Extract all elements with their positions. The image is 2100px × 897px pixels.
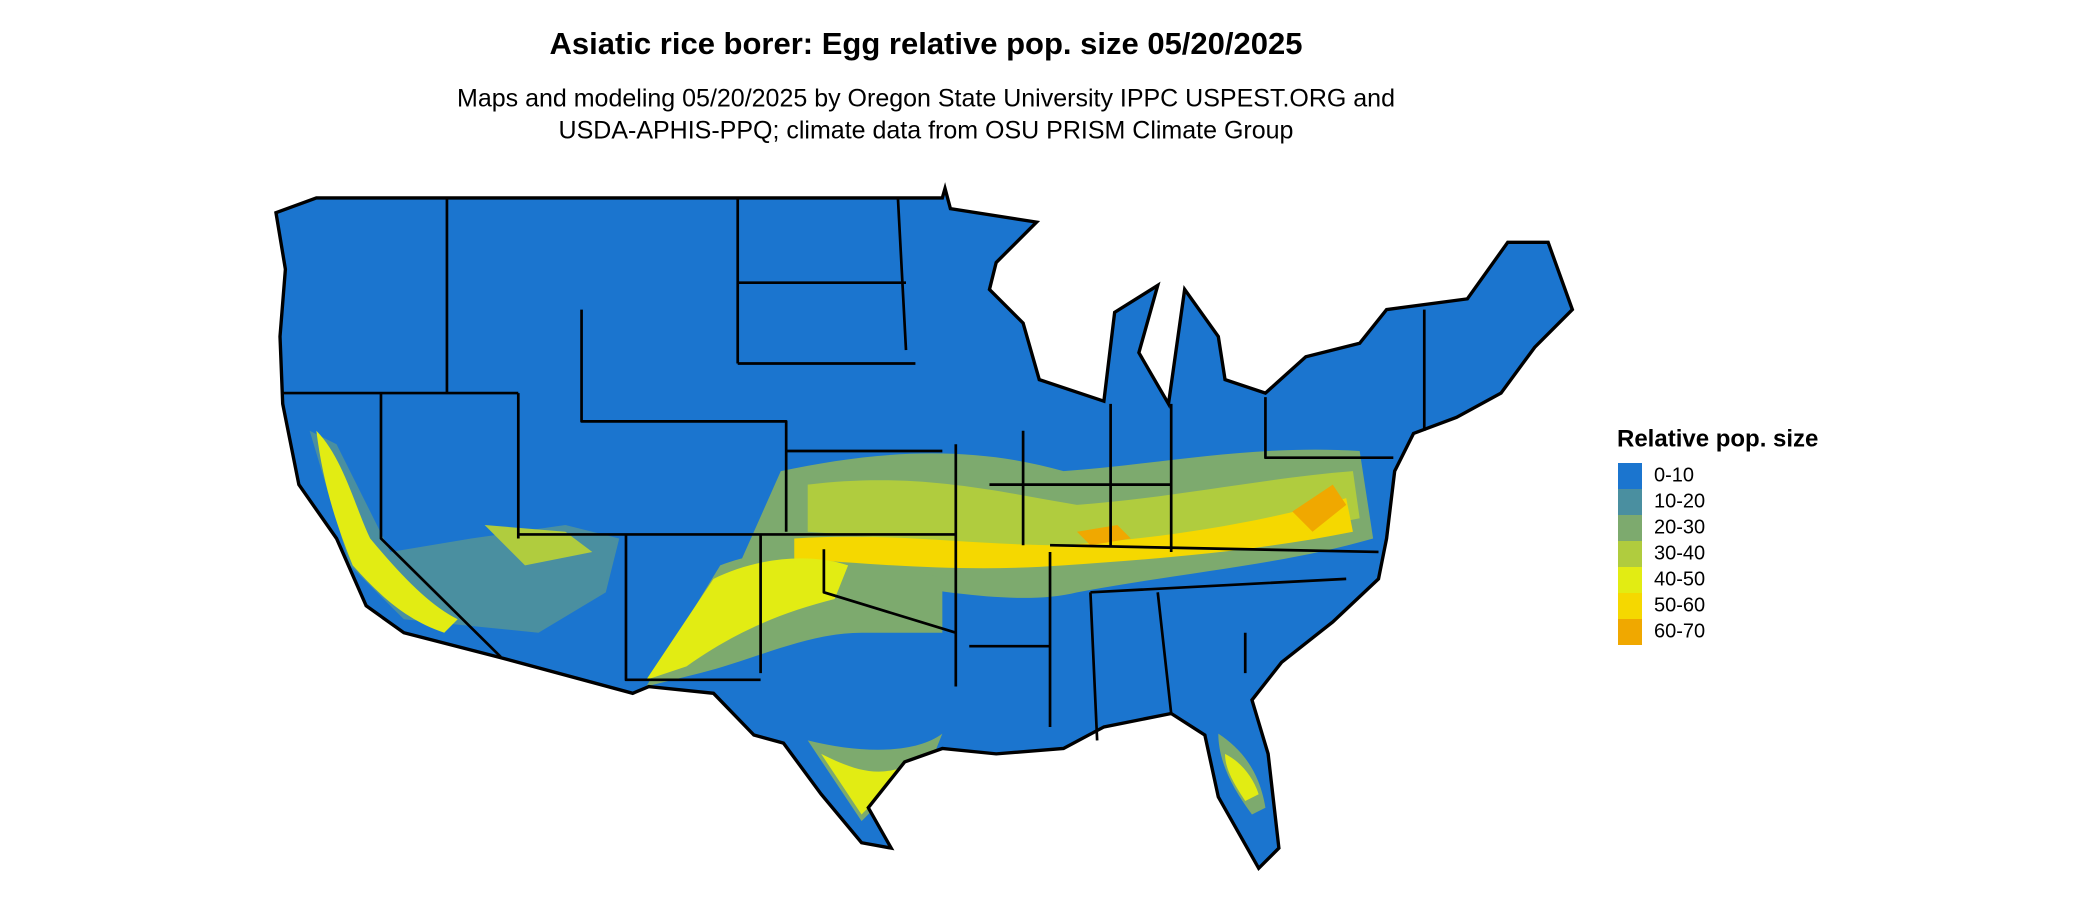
state-lines [282,197,1426,741]
legend-label: 40-50 [1654,568,1705,590]
legend-label: 50-60 [1654,594,1705,616]
legend-swatch [1618,567,1642,593]
map-layer [274,186,1575,870]
legend-swatch [1618,541,1642,567]
legend-label: 30-40 [1654,542,1705,564]
state-borders [282,197,1426,741]
legend-title: Relative pop. size [1617,425,1818,452]
suitability-area [1292,484,1347,532]
suitability-area [1076,525,1131,546]
suitability-area [646,558,849,680]
legend-label: 20-30 [1654,516,1705,538]
legend-label: 10-20 [1654,490,1705,512]
legend-swatch [1618,515,1642,541]
suitability-area [1225,753,1259,801]
legend-swatch [1618,619,1642,645]
legend: 0-10 10-20 20-30 30-40 40-50 50-60 60-70 [1618,463,1705,645]
subtitle-line: Maps and modeling 05/20/2025 by Oregon S… [457,85,1395,113]
legend-swatch [1618,593,1642,619]
suitability-area [316,430,458,633]
suitability-area [794,498,1353,569]
title: Asiatic rice borer: Egg relative pop. si… [550,26,1303,61]
legend-label: 0-10 [1654,464,1694,486]
legend-label: 60-70 [1654,620,1705,642]
legend-swatch [1618,489,1642,515]
legend-swatch [1618,463,1642,489]
subtitle-line: USDA-APHIS-PPQ; climate data from OSU PR… [559,117,1294,145]
